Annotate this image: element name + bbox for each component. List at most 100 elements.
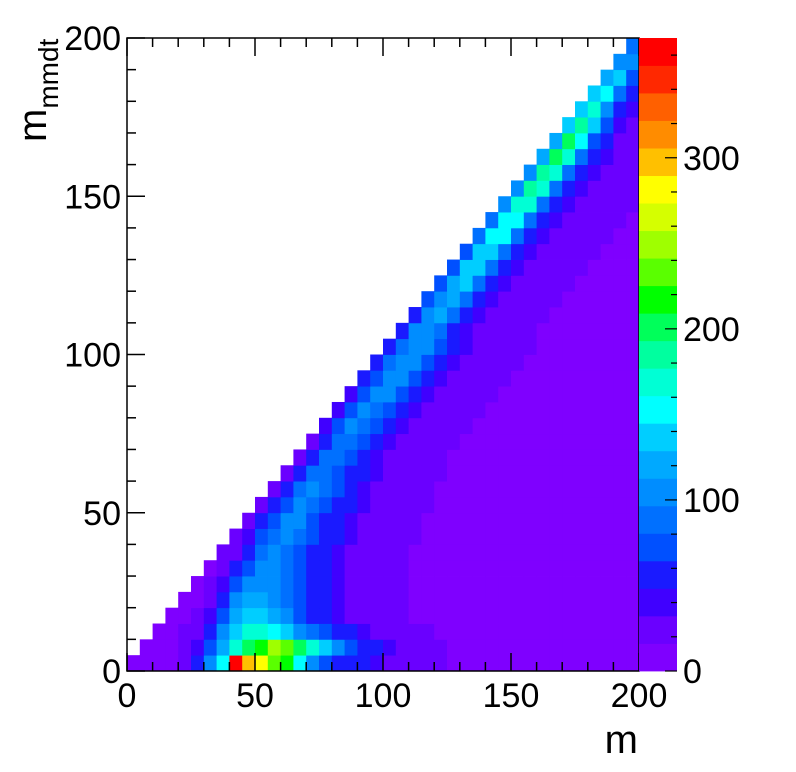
heatmap-cell — [408, 496, 422, 514]
heatmap-cell — [511, 576, 525, 593]
heatmap-cell — [472, 370, 486, 387]
heatmap-cell — [575, 481, 589, 498]
colorbar-tick-label: 300 — [683, 140, 740, 178]
heatmap-cell — [549, 623, 563, 640]
heatmap-cell — [562, 544, 576, 561]
heatmap-cell — [562, 117, 576, 134]
heatmap-cell — [434, 607, 448, 624]
heatmap-cell — [549, 307, 563, 324]
heatmap-cell — [511, 322, 525, 340]
colorbar-segment — [639, 368, 677, 397]
heatmap-cell — [485, 386, 499, 403]
heatmap-cell — [229, 655, 243, 672]
heatmap-cell — [357, 655, 371, 672]
heatmap-cell — [319, 655, 333, 672]
heatmap-cell — [549, 338, 563, 355]
heatmap-cell — [165, 639, 179, 656]
heatmap-cell — [331, 433, 345, 450]
heatmap-cell — [280, 528, 294, 545]
heatmap-cell — [523, 433, 537, 450]
heatmap-cell — [421, 560, 435, 577]
heatmap-cell — [549, 576, 563, 593]
heatmap-cell — [626, 196, 640, 213]
heatmap-cell — [536, 338, 550, 355]
heatmap-cell — [613, 465, 627, 482]
heatmap-cell — [165, 655, 179, 672]
heatmap-cell — [357, 481, 371, 498]
colorbar-segment — [639, 478, 677, 507]
heatmap-cell — [306, 623, 320, 640]
heatmap-cell — [485, 259, 499, 276]
heatmap-cell — [575, 117, 589, 134]
heatmap-cell — [357, 417, 371, 435]
heatmap-cell — [562, 307, 576, 324]
heatmap-cell — [447, 655, 461, 672]
heatmap-cell — [395, 370, 409, 387]
heatmap-cell — [587, 655, 601, 672]
heatmap-cell — [408, 307, 422, 324]
heatmap-cell — [626, 386, 640, 403]
heatmap-cell — [498, 370, 512, 387]
heatmap-cell — [370, 433, 384, 450]
heatmap-cell — [216, 544, 230, 561]
heatmap-cell — [293, 528, 307, 545]
heatmap-cell — [536, 449, 550, 466]
heatmap-cell — [395, 607, 409, 624]
heatmap-cell — [370, 512, 384, 529]
heatmap-cell — [587, 212, 601, 229]
heatmap-cell — [587, 417, 601, 435]
heatmap-cell — [408, 370, 422, 387]
heatmap-cell — [255, 591, 269, 609]
heatmap-cell — [498, 528, 512, 545]
heatmap-cell — [485, 354, 499, 371]
heatmap-cell — [395, 449, 409, 466]
heatmap-cell — [498, 386, 512, 403]
heatmap-cell — [306, 528, 320, 545]
heatmap-cell — [511, 655, 525, 672]
heatmap-cell — [293, 544, 307, 561]
heatmap-cell — [408, 354, 422, 371]
heatmap-cell — [459, 243, 473, 260]
heatmap-cell — [229, 528, 243, 545]
heatmap-cell — [600, 259, 614, 276]
heatmap-cell — [536, 291, 550, 308]
heatmap-cell — [600, 322, 614, 340]
heatmap-cell — [408, 465, 422, 482]
heatmap-cell — [587, 259, 601, 276]
heatmap-cell — [575, 148, 589, 165]
heatmap-cell — [229, 607, 243, 624]
heatmap-cell — [408, 639, 422, 656]
heatmap-cell — [472, 607, 486, 624]
heatmap-cell — [562, 148, 576, 165]
heatmap-cell — [319, 417, 333, 435]
heatmap-cell — [587, 528, 601, 545]
heatmap-cell — [523, 512, 537, 529]
heatmap-cell — [370, 417, 384, 435]
x-tick-label: 100 — [355, 677, 412, 715]
colorbar-segment — [639, 505, 677, 534]
heatmap-cell — [511, 544, 525, 561]
heatmap-cell — [459, 512, 473, 529]
heatmap-cell — [472, 449, 486, 466]
heatmap-cell — [459, 607, 473, 624]
heatmap-cell — [459, 465, 473, 482]
heatmap-cell — [562, 386, 576, 403]
heatmap-cell — [357, 512, 371, 529]
heatmap-cell — [536, 212, 550, 229]
heatmap-cell — [331, 449, 345, 466]
heatmap-cell — [421, 386, 435, 403]
heatmap-cell — [306, 607, 320, 624]
heatmap-cell — [472, 465, 486, 482]
heatmap-cell — [344, 639, 358, 656]
heatmap-cell — [242, 623, 256, 640]
heatmap-cell — [306, 639, 320, 656]
heatmap-cell — [613, 481, 627, 498]
heatmap-cell — [485, 607, 499, 624]
heatmap-cell — [575, 623, 589, 640]
heatmap-cell — [485, 560, 499, 577]
heatmap-cell — [523, 496, 537, 514]
heatmap-cell — [613, 243, 627, 260]
heatmap-cell — [242, 544, 256, 561]
heatmap-cell — [306, 576, 320, 593]
heatmap-cell — [562, 417, 576, 435]
